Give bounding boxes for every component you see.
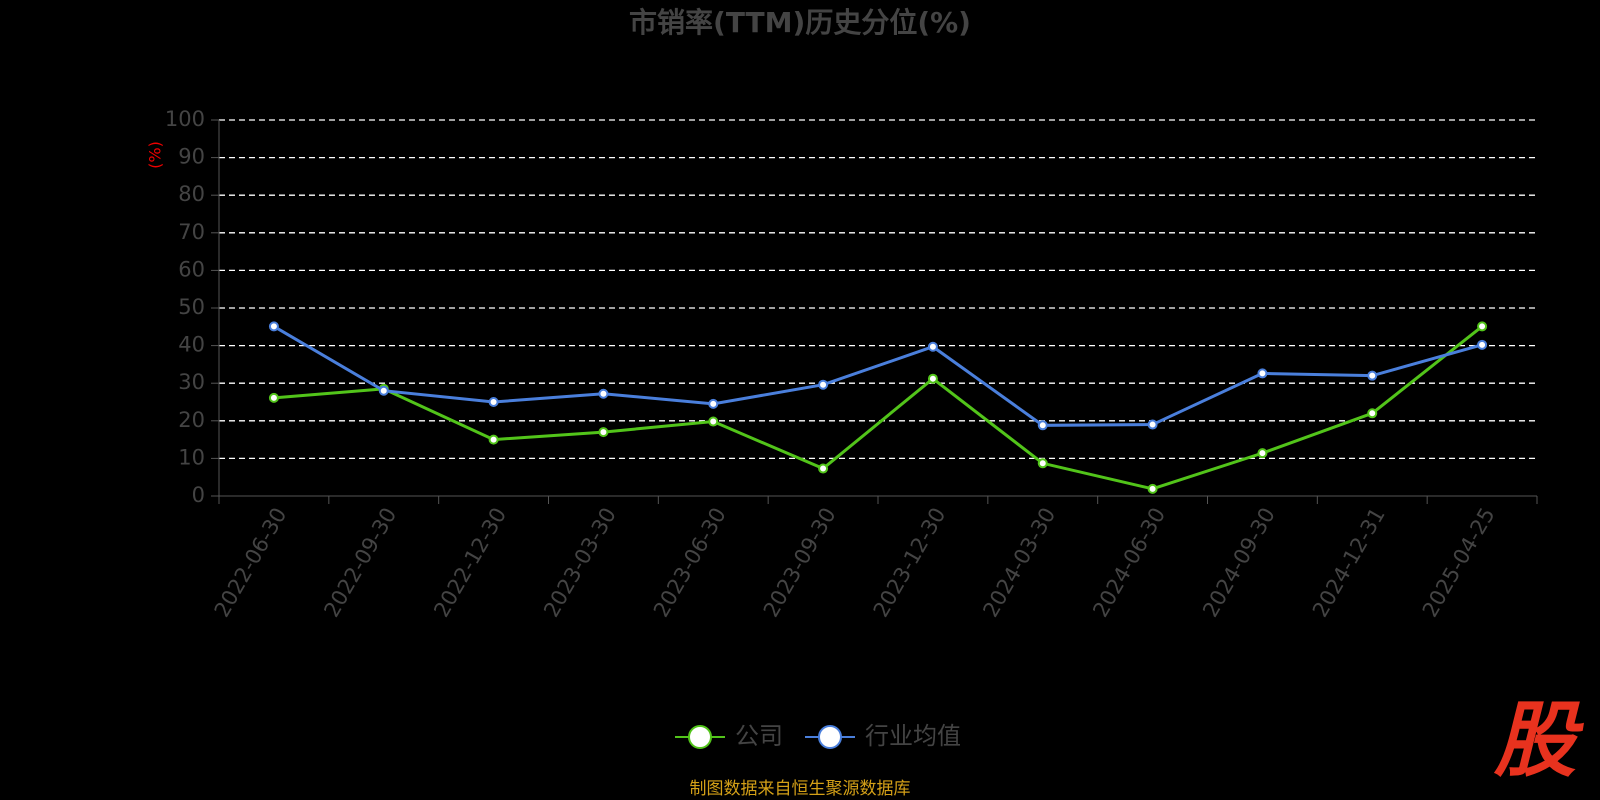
data-point: [1037, 458, 1048, 469]
data-point: [818, 379, 829, 390]
y-tick-label: 0: [192, 483, 205, 507]
logo: 股: [1493, 693, 1584, 788]
y-tick-label: 20: [178, 408, 205, 432]
data-point: [927, 341, 938, 352]
legend-item[interactable]: 公司: [675, 722, 783, 750]
legend-label: 行业均值: [865, 722, 961, 750]
legend-label: 公司: [735, 722, 783, 750]
data-point: [268, 321, 279, 332]
data-point: [1477, 321, 1488, 332]
data-point: [1367, 408, 1378, 419]
data-point: [1257, 448, 1268, 459]
y-tick-label: 10: [178, 445, 205, 469]
data-point: [268, 392, 279, 403]
y-tick-label: 70: [178, 220, 205, 244]
series-line: [273, 325, 1484, 491]
y-tick-label: 30: [178, 370, 205, 394]
chart-title: 市销率(TTM)历史分位(%): [629, 6, 971, 39]
data-point: [378, 385, 389, 396]
legend-item[interactable]: 行业均值: [805, 722, 961, 750]
y-tick-label: 80: [178, 182, 205, 206]
data-point: [598, 388, 609, 399]
data-point: [1037, 420, 1048, 431]
source-note: 制图数据来自恒生聚源数据库: [690, 779, 911, 799]
y-tick-label: 60: [178, 257, 205, 281]
data-point: [1257, 368, 1268, 379]
data-point: [818, 463, 829, 474]
data-point: [598, 427, 609, 438]
data-point: [1147, 419, 1158, 430]
data-point: [708, 416, 719, 427]
y-tick-label: 90: [178, 145, 205, 169]
data-point: [488, 434, 499, 445]
y-tick-label: 100: [165, 107, 205, 131]
y-axis-label: (%): [146, 141, 165, 169]
data-point: [1477, 339, 1488, 350]
legend-marker: [688, 725, 712, 749]
y-tick-label: 50: [178, 295, 205, 319]
data-point: [1147, 483, 1158, 494]
data-point: [488, 397, 499, 407]
y-tick-label: 40: [178, 333, 205, 357]
data-point: [927, 373, 938, 384]
legend-marker: [818, 725, 842, 749]
data-point: [1367, 370, 1378, 381]
data-point: [708, 398, 719, 409]
series-line: [273, 325, 1483, 427]
